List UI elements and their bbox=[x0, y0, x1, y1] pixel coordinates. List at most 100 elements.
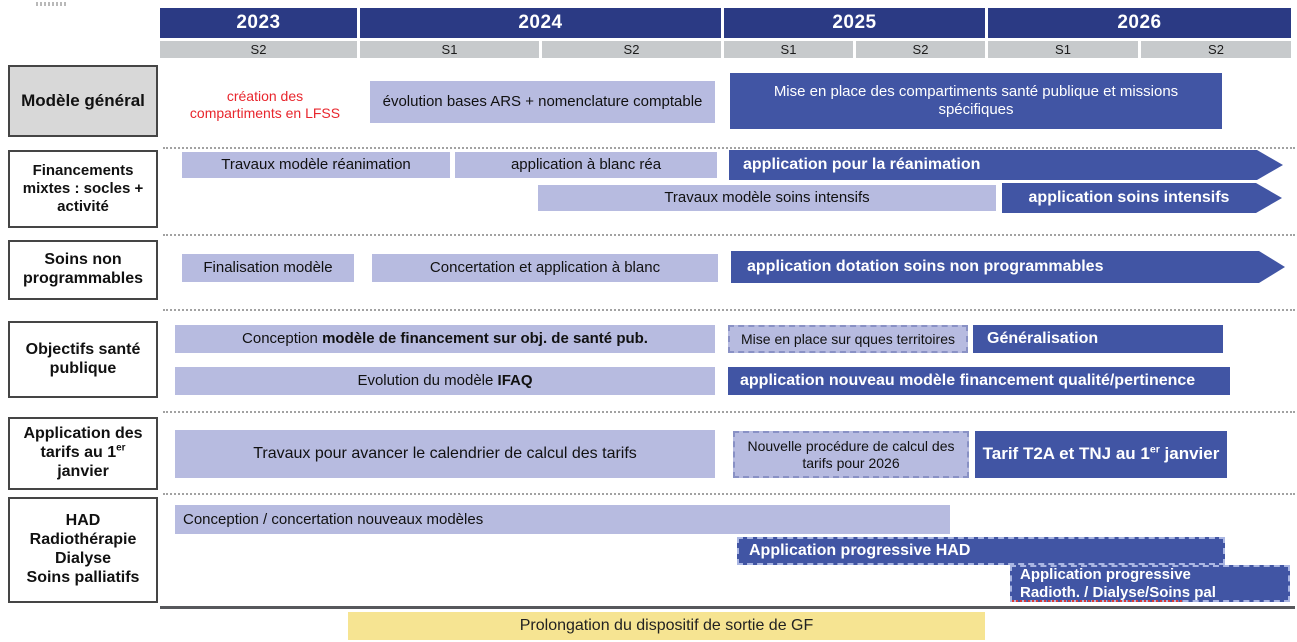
row-label-had-radiotherapie: HAD Radiothérapie Dialyse Soins palliati… bbox=[8, 497, 158, 603]
bar-text: application dotation soins non programma… bbox=[747, 258, 1104, 276]
bar-travaux-modele-reanimation: Travaux modèle réanimation bbox=[182, 152, 450, 178]
bar-application-soins-intensifs: application soins intensifs bbox=[1002, 183, 1282, 213]
bar-application-progressive-had: Application progressive HAD bbox=[737, 537, 1225, 565]
row-separator bbox=[163, 411, 1295, 413]
label-line: Radiothérapie bbox=[29, 531, 137, 549]
bar-text: application nouveau modèle financement q… bbox=[740, 372, 1196, 390]
bar-conception-modele-financement: Conception modèle de financement sur obj… bbox=[175, 325, 715, 353]
illegible-fine-print bbox=[36, 2, 66, 6]
row-separator bbox=[163, 234, 1295, 236]
label-prefix: Application des tarifs au 1 bbox=[23, 425, 143, 462]
year-header-2026: 2026 bbox=[988, 8, 1291, 38]
bar-finalisation-modele: Finalisation modèle bbox=[182, 254, 354, 282]
row-separator bbox=[163, 493, 1295, 495]
bar-text: Travaux modèle réanimation bbox=[221, 156, 411, 173]
row-separator bbox=[163, 147, 1295, 149]
row-label-application-tarifs: Application des tarifs au 1er janvier bbox=[8, 417, 158, 490]
label-line: Dialyse bbox=[54, 550, 112, 567]
year-header-2023: 2023 bbox=[160, 8, 357, 38]
text-line: Application progressive bbox=[1020, 565, 1191, 583]
semester-cell-2026-s1: S1 bbox=[988, 41, 1138, 58]
bar-conception-concertation-modeles: Conception / concertation nouveaux modèl… bbox=[175, 505, 950, 534]
text-superscript: er bbox=[1149, 443, 1160, 456]
bar-text: Mise en place des compartiments santé pu… bbox=[773, 83, 1179, 118]
row-label-text: Application des tarifs au 1er janvier bbox=[14, 425, 152, 482]
bar-application-pour-reanimation: application pour la réanimation bbox=[729, 150, 1283, 180]
bar-generalisation: Généralisation bbox=[973, 325, 1223, 353]
bar-text: Tarif T2A et TNJ au 1er janvier bbox=[983, 444, 1220, 464]
bar-nouvelle-procedure-calcul: Nouvelle procédure de calcul des tarifs … bbox=[733, 431, 969, 478]
bar-application-dotation-snp: application dotation soins non programma… bbox=[731, 251, 1285, 283]
row-label-financements-mixtes: Financements mixtes : socles + activité bbox=[8, 150, 158, 228]
semester-cell-2025-s2: S2 bbox=[856, 41, 985, 58]
row-separator bbox=[163, 309, 1295, 311]
semester-cell-2024-s2: S2 bbox=[542, 41, 721, 58]
row-label-objectifs-sante-publique: Objectifs santé publique bbox=[8, 321, 158, 398]
year-label: 2023 bbox=[236, 12, 281, 33]
semester-label: S2 bbox=[250, 42, 267, 57]
row-label-modele-general: Modèle général bbox=[8, 65, 158, 137]
bar-text: évolution bases ARS + nomenclature compt… bbox=[382, 93, 703, 110]
semester-cell-2026-s2: S2 bbox=[1141, 41, 1291, 58]
bar-text: application à blanc réa bbox=[510, 156, 662, 173]
bar-text: Finalisation modèle bbox=[203, 259, 333, 276]
bar-application-nouveau-modele-qualite: application nouveau modèle financement q… bbox=[728, 367, 1230, 395]
semester-label: S1 bbox=[1055, 42, 1071, 57]
note-creation-compartiments-lfss: création des compartiments en LFSS bbox=[185, 79, 345, 131]
row-label-bold: Financements mixtes bbox=[22, 162, 134, 198]
bar-text: Conception modèle de financement sur obj… bbox=[242, 330, 648, 348]
spellcheck-underline-decoration bbox=[1012, 600, 1182, 602]
bar-text: application soins intensifs bbox=[1028, 189, 1230, 207]
text-bold: modèle de financement sur obj. de santé … bbox=[322, 330, 648, 347]
year-label: 2025 bbox=[832, 12, 877, 33]
label-line: HAD bbox=[65, 512, 101, 530]
row-label-text: Soins non programmables bbox=[22, 251, 144, 287]
semester-cell-2024-s1: S1 bbox=[360, 41, 539, 58]
year-label: 2024 bbox=[518, 12, 563, 33]
label-line: Soins palliatifs bbox=[26, 568, 140, 586]
row-label-text: Modèle général bbox=[21, 90, 145, 110]
bar-text: Evolution du modèle IFAQ bbox=[357, 372, 532, 390]
bar-application-blanc-rea: application à blanc réa bbox=[455, 152, 717, 178]
bar-text: Conception / concertation nouveaux modèl… bbox=[183, 510, 484, 528]
semester-label: S2 bbox=[912, 42, 929, 57]
text-suffix: janvier bbox=[1159, 444, 1220, 464]
bar-mise-en-place-qques-territoires: Mise en place sur qques territoires bbox=[728, 325, 968, 353]
bar-text: Travaux modèle soins intensifs bbox=[664, 189, 870, 206]
semester-label: S1 bbox=[441, 42, 458, 57]
bar-evolution-bases-ars: évolution bases ARS + nomenclature compt… bbox=[370, 81, 715, 123]
bottom-divider-line bbox=[160, 606, 1295, 609]
year-label: 2026 bbox=[1117, 12, 1162, 33]
text-prefix: Tarif T2A et TNJ au 1 bbox=[982, 444, 1150, 464]
row-label-rest: : socles + activité bbox=[57, 180, 144, 215]
text-line: Radioth. / Dialyse/Soins pal bbox=[1020, 583, 1216, 601]
semester-cell-2025-s1: S1 bbox=[724, 41, 853, 58]
bar-mise-en-place-compartiments: Mise en place des compartiments santé pu… bbox=[730, 73, 1222, 129]
bar-tarif-t2a-tnj: Tarif T2A et TNJ au 1er janvier bbox=[975, 431, 1227, 478]
semester-label: S1 bbox=[780, 42, 797, 57]
bar-text: Application progressive HAD bbox=[749, 542, 971, 560]
label-suffix: janvier bbox=[57, 462, 109, 480]
row-label-soins-non-programmables: Soins non programmables bbox=[8, 240, 158, 300]
bar-text: Nouvelle procédure de calcul des tarifs … bbox=[747, 437, 955, 471]
bar-evolution-modele-ifaq: Evolution du modèle IFAQ bbox=[175, 367, 715, 395]
note-text: création des compartiments en LFSS bbox=[189, 87, 341, 122]
text-regular: Evolution du modèle bbox=[357, 372, 498, 389]
bar-text: Mise en place sur qques territoires bbox=[741, 330, 955, 347]
semester-cell-2023-s2: S2 bbox=[160, 41, 357, 58]
footer-prolongation-band: Prolongation du dispositif de sortie de … bbox=[348, 612, 985, 640]
semester-label: S2 bbox=[1208, 42, 1224, 57]
semester-label: S2 bbox=[623, 42, 640, 57]
row-label-text: Objectifs santé publique bbox=[25, 340, 141, 377]
bar-text: Généralisation bbox=[987, 330, 1099, 348]
year-header-2025: 2025 bbox=[724, 8, 985, 38]
bar-text: Concertation et application à blanc bbox=[429, 259, 661, 276]
bar-text: Travaux pour avancer le calendrier de ca… bbox=[253, 445, 637, 463]
bar-travaux-calendrier-tarifs: Travaux pour avancer le calendrier de ca… bbox=[175, 430, 715, 478]
bar-concertation-application-blanc: Concertation et application à blanc bbox=[372, 254, 718, 282]
text-regular: Conception bbox=[242, 330, 323, 347]
bar-application-progressive-radioth-dialyse: Application progressive Radioth. / Dialy… bbox=[1010, 565, 1290, 602]
bar-text: application pour la réanimation bbox=[743, 156, 981, 174]
row-label-text: Financements mixtes : socles + activité bbox=[14, 162, 152, 215]
